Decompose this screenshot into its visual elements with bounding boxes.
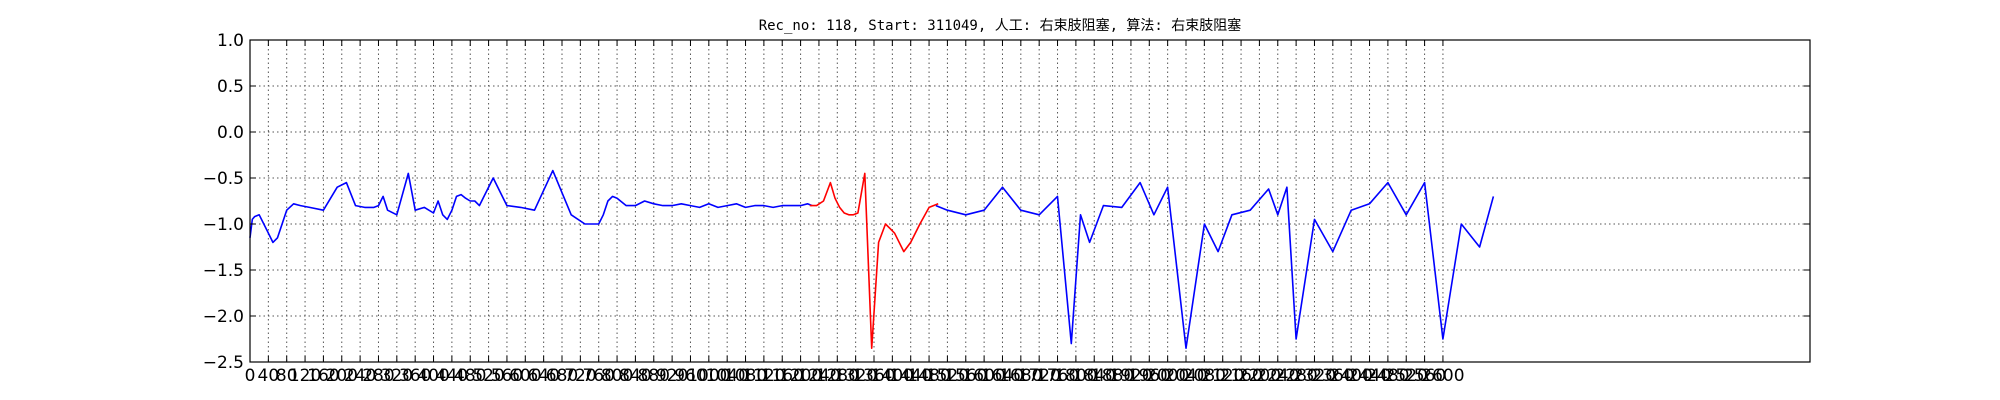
- x-tick-label: 1440: [889, 366, 932, 386]
- x-tick-label: 1920: [1109, 366, 1152, 386]
- x-tick-label: 520: [472, 366, 504, 386]
- x-tick-label: 2320: [1293, 366, 1336, 386]
- x-tick-label: 1600: [962, 366, 1005, 386]
- x-tick-label: 80: [276, 366, 298, 386]
- grid: [250, 39, 1810, 363]
- plot-frame: [249, 39, 1811, 363]
- chart-title: Rec_no: 118, Start: 311049, 人工: 右束肢阻塞, 算…: [759, 17, 1242, 34]
- y-tick-label: 0.5: [217, 77, 244, 97]
- x-tick-label: 1680: [999, 366, 1042, 386]
- x-tick-label: 680: [546, 366, 578, 386]
- x-tick-label: 2280: [1274, 366, 1317, 386]
- y-tick-label: −2.0: [203, 307, 244, 327]
- x-tick-label: 2360: [1311, 366, 1354, 386]
- x-tick-label: 360: [399, 366, 431, 386]
- x-tick-label: 1280: [816, 366, 859, 386]
- x-tick-label: 2040: [1164, 366, 1207, 386]
- x-tick-label: 1800: [1054, 366, 1097, 386]
- x-tick-label: 1400: [871, 366, 914, 386]
- x-tick-label: 1520: [926, 366, 969, 386]
- x-tick-label: 1360: [852, 366, 895, 386]
- series-layer: [249, 169, 1495, 350]
- x-tick-label: 280: [362, 366, 394, 386]
- x-tick-label: 200: [326, 366, 358, 386]
- x-tick-label: 1240: [797, 366, 840, 386]
- x-tick-label: 1040: [706, 366, 749, 386]
- x-tick-label: 40: [258, 366, 280, 386]
- x-tick-label: 2000: [1146, 366, 1189, 386]
- x-tick-label: 1160: [761, 366, 804, 386]
- x-axis: 0 408012016020024028032036040044048052056…: [245, 40, 1465, 386]
- x-tick-label: 240: [344, 366, 376, 386]
- x-tick-label: 1080: [724, 366, 767, 386]
- x-tick-label: 2160: [1219, 366, 1262, 386]
- x-tick-label: 2480: [1366, 366, 1409, 386]
- x-tick-label: 2080: [1183, 366, 1226, 386]
- x-tick-label: 1560: [944, 366, 987, 386]
- x-tick-label: 1320: [834, 366, 877, 386]
- x-tick-label: 2400: [1330, 366, 1373, 386]
- y-tick-label: −0.5: [203, 169, 244, 189]
- x-tick-label: 1640: [981, 366, 1024, 386]
- x-tick-label: 840: [619, 366, 651, 386]
- x-tick-label: 760: [582, 366, 614, 386]
- x-tick-label: 400: [417, 366, 449, 386]
- x-tick-label: 480: [454, 366, 486, 386]
- x-tick-label: 160: [307, 366, 339, 386]
- x-tick-label: 2600: [1421, 366, 1464, 386]
- x-tick-label: 2200: [1238, 366, 1281, 386]
- x-tick-label: 2120: [1201, 366, 1244, 386]
- x-tick-label: 120: [289, 366, 321, 386]
- ecg-series-3: [935, 181, 1495, 350]
- x-tick-label: 1200: [779, 366, 822, 386]
- ecg-series-1: [249, 169, 813, 244]
- x-tick-label: 800: [601, 366, 633, 386]
- x-tick-label: 2240: [1256, 366, 1299, 386]
- y-tick-label: −1.5: [203, 261, 244, 281]
- y-tick-label: −2.5: [203, 353, 244, 373]
- ecg-series-2: [809, 172, 939, 350]
- x-tick-label: 960: [674, 366, 706, 386]
- y-tick-label: 0.0: [217, 123, 244, 143]
- x-tick-label: 1120: [742, 366, 785, 386]
- x-tick-label: 440: [436, 366, 468, 386]
- x-tick-label: 1000: [687, 366, 730, 386]
- x-tick-label: 1880: [1091, 366, 1134, 386]
- x-tick-label: 2440: [1348, 366, 1391, 386]
- y-tick-label: 1.0: [217, 31, 244, 51]
- x-tick-label: 640: [527, 366, 559, 386]
- x-tick-label: 1840: [1073, 366, 1116, 386]
- x-tick-label: 320: [381, 366, 413, 386]
- x-tick-label: 1760: [1036, 366, 1079, 386]
- x-tick-label: 1960: [1128, 366, 1171, 386]
- x-tick-label: 600: [509, 366, 541, 386]
- y-axis: 1.0 0.5 0.0 −0.5 −1.0 −1.5 −2.0 −2.5: [203, 31, 1810, 373]
- x-tick-label: 880: [638, 366, 670, 386]
- x-tick-label: 720: [564, 366, 596, 386]
- x-tick-label: 920: [656, 366, 688, 386]
- x-tick-label: 2560: [1403, 366, 1446, 386]
- x-tick-label: 2520: [1385, 366, 1428, 386]
- x-tick-label: 0: [245, 366, 256, 386]
- x-tick-label: 1720: [1018, 366, 1061, 386]
- x-tick-label: 560: [491, 366, 523, 386]
- y-tick-label: −1.0: [203, 215, 244, 235]
- x-tick-label: 1480: [907, 366, 950, 386]
